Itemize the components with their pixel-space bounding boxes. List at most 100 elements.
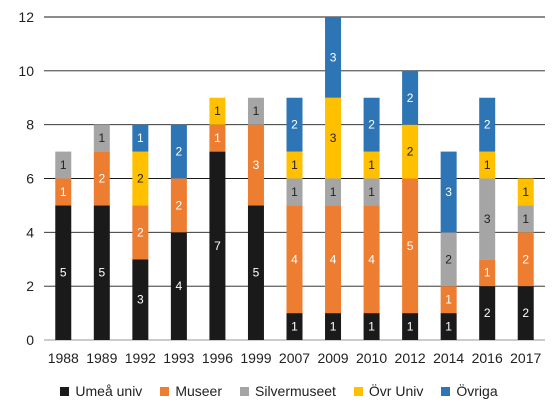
data-label: 1 bbox=[445, 293, 452, 307]
x-tick-label: 1993 bbox=[163, 350, 194, 366]
data-label: 4 bbox=[176, 279, 183, 293]
bar-segment bbox=[402, 313, 419, 340]
legend-item: Museer bbox=[160, 383, 222, 399]
bar-segment bbox=[440, 286, 457, 314]
bar-segment bbox=[286, 151, 303, 179]
bar-segment bbox=[363, 97, 380, 152]
bar-segment bbox=[132, 205, 149, 260]
x-tick-label: 2009 bbox=[317, 350, 348, 366]
bar-segment bbox=[517, 178, 534, 206]
y-tick-label: 8 bbox=[26, 117, 34, 133]
bar-segment bbox=[325, 205, 342, 314]
bar-segment bbox=[440, 313, 457, 340]
legend-swatch bbox=[441, 386, 451, 396]
data-label: 1 bbox=[291, 158, 298, 172]
data-label: 2 bbox=[522, 306, 529, 320]
data-label: 4 bbox=[291, 252, 298, 266]
data-label: 3 bbox=[484, 212, 491, 226]
legend-label: Silvermuseet bbox=[255, 383, 336, 399]
data-label: 2 bbox=[176, 145, 183, 159]
legend-swatch bbox=[240, 386, 249, 396]
bar-segment bbox=[517, 232, 534, 287]
data-label: 3 bbox=[137, 293, 144, 307]
legend: Umeå univ Museer Silvermuseet Övr Univ Övrig… bbox=[0, 376, 558, 406]
x-tick-label: 1992 bbox=[125, 350, 156, 366]
bar-segment bbox=[93, 151, 110, 206]
data-label: 2 bbox=[445, 252, 452, 266]
x-tick-label: 2007 bbox=[279, 350, 310, 366]
bar-segment bbox=[170, 232, 187, 340]
bar-segment bbox=[402, 70, 419, 125]
data-label: 5 bbox=[60, 266, 67, 280]
x-tick-label: 1989 bbox=[86, 350, 117, 366]
bar-segment bbox=[363, 151, 380, 179]
legend-item: Övriga bbox=[441, 383, 498, 399]
legend-label: Övriga bbox=[456, 383, 498, 399]
data-label: 2 bbox=[368, 118, 375, 132]
data-label: 3 bbox=[330, 50, 337, 64]
y-tick-label: 12 bbox=[18, 9, 34, 25]
bars: 5 1 1 5 2 1 3 2 2 1 4 2 2 7 1 1 5 3 1 1 4 1 1 2 1 4 1 3 3 1 4 1 1 2 1 5 2 2 1 1… bbox=[55, 17, 534, 340]
data-label: 1 bbox=[368, 158, 375, 172]
bar-segment bbox=[517, 205, 534, 233]
bar-segment bbox=[479, 97, 496, 152]
bar-segment bbox=[93, 205, 110, 340]
data-label: 7 bbox=[214, 239, 221, 253]
bar-segment bbox=[363, 178, 380, 206]
data-label: 2 bbox=[98, 172, 105, 186]
data-label: 5 bbox=[407, 239, 414, 253]
data-label: 1 bbox=[407, 320, 414, 334]
x-tick-label: 2010 bbox=[356, 350, 387, 366]
bar-segment bbox=[247, 97, 264, 125]
data-label: 1 bbox=[522, 212, 529, 226]
x-tick-label: 2012 bbox=[395, 350, 426, 366]
data-label: 5 bbox=[98, 266, 105, 280]
data-label: 2 bbox=[407, 91, 414, 105]
bar-segment bbox=[479, 178, 496, 260]
data-label: 4 bbox=[330, 252, 337, 266]
bar-segment bbox=[517, 286, 534, 340]
data-label: 1 bbox=[522, 185, 529, 199]
data-label: 3 bbox=[445, 185, 452, 199]
x-tick-label: 2016 bbox=[472, 350, 503, 366]
x-tick-label: 2017 bbox=[510, 350, 541, 366]
data-label: 1 bbox=[368, 185, 375, 199]
bar-segment bbox=[325, 313, 342, 340]
legend-label: Museer bbox=[175, 383, 222, 399]
bar-segment bbox=[55, 205, 72, 340]
data-label: 1 bbox=[60, 185, 67, 199]
data-label: 1 bbox=[98, 131, 105, 145]
bar-segment bbox=[325, 97, 342, 179]
x-tick-label: 1999 bbox=[240, 350, 271, 366]
data-label: 2 bbox=[484, 306, 491, 320]
data-label: 1 bbox=[445, 320, 452, 334]
data-label: 1 bbox=[330, 320, 337, 334]
data-label: 2 bbox=[484, 118, 491, 132]
legend-swatch bbox=[60, 386, 70, 396]
data-label: 2 bbox=[522, 252, 529, 266]
bar-segment bbox=[479, 259, 496, 287]
bar-segment bbox=[55, 151, 72, 179]
bar-segment bbox=[209, 151, 226, 340]
bar-segment bbox=[209, 124, 226, 152]
bar-segment bbox=[286, 313, 303, 340]
legend-label: Umeå univ bbox=[75, 383, 143, 399]
y-tick-label: 6 bbox=[26, 171, 34, 187]
legend-swatch bbox=[353, 386, 363, 396]
bar-segment bbox=[170, 178, 187, 233]
data-label: 1 bbox=[214, 131, 221, 145]
y-axis-ticks: 0 2 4 6 8 10 12 bbox=[18, 9, 34, 348]
bar-segment bbox=[479, 286, 496, 340]
bar-segment bbox=[286, 205, 303, 314]
bar-segment bbox=[440, 151, 457, 233]
data-label: 1 bbox=[484, 158, 491, 172]
data-label: 1 bbox=[253, 104, 260, 118]
data-label: 2 bbox=[407, 145, 414, 159]
bar-segment bbox=[402, 178, 419, 314]
bar-segment bbox=[286, 178, 303, 206]
data-label: 1 bbox=[330, 185, 337, 199]
bar-segment bbox=[170, 124, 187, 179]
data-label: 2 bbox=[291, 118, 298, 132]
bar-segment bbox=[363, 205, 380, 314]
